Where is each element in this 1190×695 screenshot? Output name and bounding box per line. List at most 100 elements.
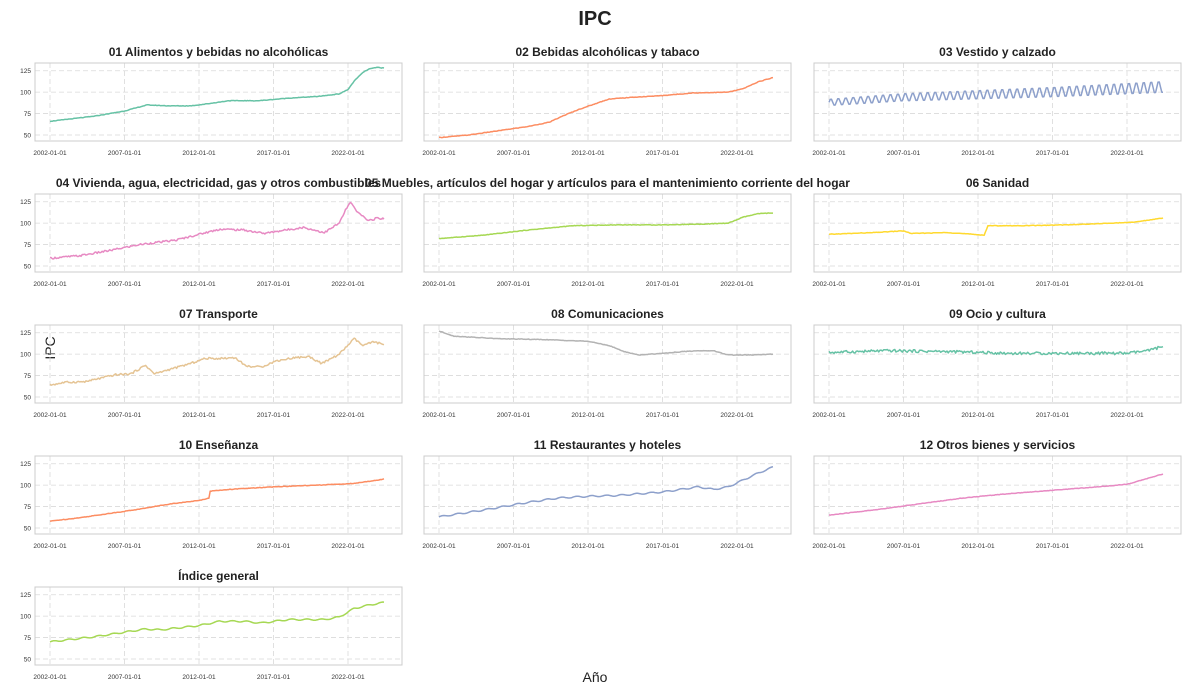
y-tick-label: 50 — [24, 656, 32, 663]
x-tick-label: 2002-01-01 — [33, 674, 67, 681]
x-tick-label: 2007-01-01 — [887, 543, 921, 550]
x-tick-label: 2012-01-01 — [571, 543, 605, 550]
x-tick-label: 2007-01-01 — [108, 150, 142, 157]
x-tick-label: 2002-01-01 — [33, 412, 67, 419]
x-tick-label: 2012-01-01 — [571, 150, 605, 157]
series-line — [49, 337, 385, 386]
y-tick-label: 125 — [20, 199, 31, 206]
figure-y-label: IPC — [42, 336, 58, 359]
series-line — [828, 81, 1163, 106]
subplot: 10 Enseñanza 50 75 100 125 2002-01-01 2007-01-… — [20, 438, 403, 550]
x-tick-label: 2017-01-01 — [646, 412, 680, 419]
plot-frame — [34, 455, 403, 535]
x-tick-label: 2002-01-01 — [812, 543, 846, 550]
series-line — [828, 345, 1164, 356]
x-tick-label: 2007-01-01 — [108, 543, 142, 550]
y-tick-label: 100 — [20, 482, 31, 489]
x-tick-label: 2017-01-01 — [646, 281, 680, 288]
x-tick-label: 2002-01-01 — [812, 281, 846, 288]
x-tick-label: 2022-01-01 — [720, 543, 754, 550]
subplot-title: 07 Transporte — [179, 307, 258, 321]
subplot-title: 10 Enseñanza — [179, 438, 259, 452]
plot-frame — [34, 324, 403, 404]
series-line — [828, 217, 1164, 236]
x-tick-label: 2007-01-01 — [497, 543, 531, 550]
x-tick-label: 2022-01-01 — [720, 150, 754, 157]
series-line — [49, 66, 385, 123]
plot-frame — [34, 62, 403, 142]
x-tick-label: 2007-01-01 — [887, 281, 921, 288]
x-tick-label: 2022-01-01 — [331, 543, 365, 550]
subplot: 06 Sanidad 2002-01-01 2007-01-01 2012-01-01… — [812, 176, 1182, 288]
x-tick-label: 2022-01-01 — [331, 674, 365, 681]
x-tick-label: 2012-01-01 — [961, 281, 995, 288]
y-tick-label: 75 — [24, 111, 32, 118]
x-tick-label: 2017-01-01 — [1036, 543, 1070, 550]
x-tick-label: 2017-01-01 — [257, 412, 291, 419]
x-tick-label: 2017-01-01 — [257, 674, 291, 681]
x-tick-label: 2002-01-01 — [422, 150, 456, 157]
subplot-title: 02 Bebidas alcohólicas y tabaco — [515, 45, 699, 59]
x-tick-label: 2012-01-01 — [571, 281, 605, 288]
subplot: 05 Muebles, artículos del hogar y artícu… — [365, 176, 850, 288]
subplot-title: 04 Vivienda, agua, electricidad, gas y o… — [56, 176, 382, 190]
x-tick-label: 2017-01-01 — [257, 543, 291, 550]
y-tick-label: 75 — [24, 504, 32, 511]
x-tick-label: 2012-01-01 — [182, 674, 216, 681]
subplot: Índice general 50 75 100 125 2002-01-01 2007-0… — [20, 568, 403, 681]
x-tick-label: 2007-01-01 — [108, 281, 142, 288]
x-tick-label: 2002-01-01 — [422, 543, 456, 550]
y-tick-label: 125 — [20, 592, 31, 599]
y-tick-label: 100 — [20, 220, 31, 227]
subplot: 09 Ocio y cultura 2002-01-01 2007-01-01 201… — [812, 307, 1182, 419]
x-tick-label: 2007-01-01 — [108, 412, 142, 419]
plot-frame — [813, 324, 1182, 404]
subplot: 01 Alimentos y bebidas no alcohólicas 50 7… — [20, 45, 403, 157]
x-tick-label: 2022-01-01 — [1110, 281, 1144, 288]
x-tick-label: 2022-01-01 — [720, 281, 754, 288]
x-tick-label: 2022-01-01 — [720, 412, 754, 419]
y-tick-label: 100 — [20, 89, 31, 96]
x-tick-label: 2017-01-01 — [1036, 412, 1070, 419]
x-tick-label: 2002-01-01 — [422, 412, 456, 419]
y-tick-label: 50 — [24, 525, 32, 532]
x-tick-label: 2007-01-01 — [497, 150, 531, 157]
plot-frame — [34, 586, 403, 666]
x-tick-label: 2007-01-01 — [108, 674, 142, 681]
y-tick-label: 75 — [24, 242, 32, 249]
plot-frame — [813, 193, 1182, 273]
x-tick-label: 2022-01-01 — [331, 150, 365, 157]
y-tick-label: 125 — [20, 330, 31, 337]
plot-frame — [423, 324, 792, 404]
y-tick-label: 100 — [20, 613, 31, 620]
y-tick-label: 50 — [24, 132, 32, 139]
subplot: 08 Comunicaciones 2002-01-01 2007-01-01 201… — [422, 307, 792, 419]
x-tick-label: 2012-01-01 — [182, 412, 216, 419]
subplot: 12 Otros bienes y servicios 2002-01-01 200… — [812, 438, 1182, 550]
subplot-title: 12 Otros bienes y servicios — [920, 438, 1076, 452]
plot-frame — [813, 455, 1182, 535]
subplot-title: 08 Comunicaciones — [551, 307, 664, 321]
x-tick-label: 2017-01-01 — [1036, 281, 1070, 288]
figure-x-label: Año — [583, 669, 608, 685]
subplot-title: 11 Restaurantes y hoteles — [534, 438, 682, 452]
x-tick-label: 2002-01-01 — [812, 412, 846, 419]
subplot-grid: 01 Alimentos y bebidas no alcohólicas 50 7… — [20, 45, 1182, 681]
x-tick-label: 2007-01-01 — [497, 412, 531, 419]
x-tick-label: 2002-01-01 — [33, 281, 67, 288]
x-tick-label: 2017-01-01 — [257, 150, 291, 157]
x-tick-label: 2007-01-01 — [497, 281, 531, 288]
subplot: 04 Vivienda, agua, electricidad, gas y o… — [20, 176, 403, 288]
series-line — [49, 478, 385, 522]
subplot: 11 Restaurantes y hoteles 2002-01-01 2007-… — [422, 438, 792, 550]
x-tick-label: 2022-01-01 — [331, 412, 365, 419]
plot-frame — [423, 62, 792, 142]
x-tick-label: 2022-01-01 — [331, 281, 365, 288]
x-tick-label: 2022-01-01 — [1110, 543, 1144, 550]
x-tick-label: 2007-01-01 — [887, 150, 921, 157]
plot-frame — [34, 193, 403, 273]
x-tick-label: 2002-01-01 — [812, 150, 846, 157]
x-tick-label: 2002-01-01 — [33, 150, 67, 157]
y-tick-label: 50 — [24, 394, 32, 401]
